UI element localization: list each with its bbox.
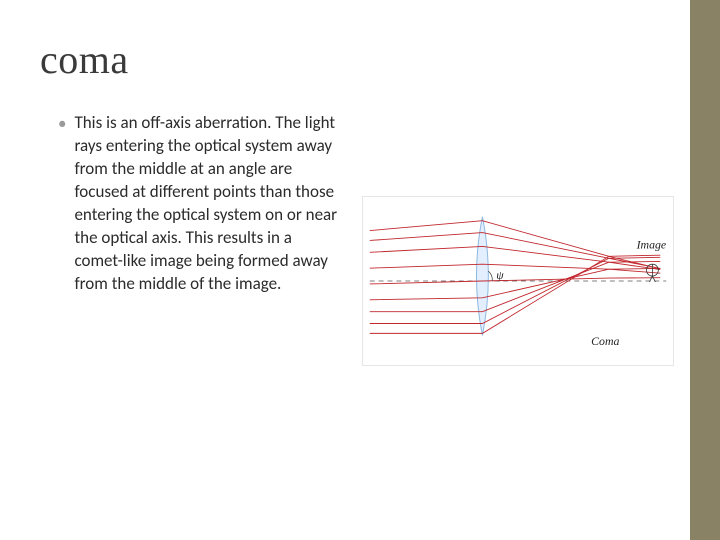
diagram-svg: Image Coma ψ [363, 197, 673, 365]
svg-text:ψ: ψ [496, 268, 504, 282]
slide-title: coma [40, 36, 129, 83]
body-text-column: • This is an off-axis aberration. The li… [58, 112, 338, 296]
svg-text:Image: Image [636, 237, 667, 251]
coma-diagram: Image Coma ψ [362, 196, 674, 366]
accent-stripe [690, 0, 720, 540]
svg-text:Coma: Coma [591, 334, 619, 348]
bullet-marker: • [58, 112, 66, 136]
bullet-text: This is an off-axis aberration. The ligh… [74, 112, 338, 296]
bullet-item: • This is an off-axis aberration. The li… [58, 112, 338, 296]
